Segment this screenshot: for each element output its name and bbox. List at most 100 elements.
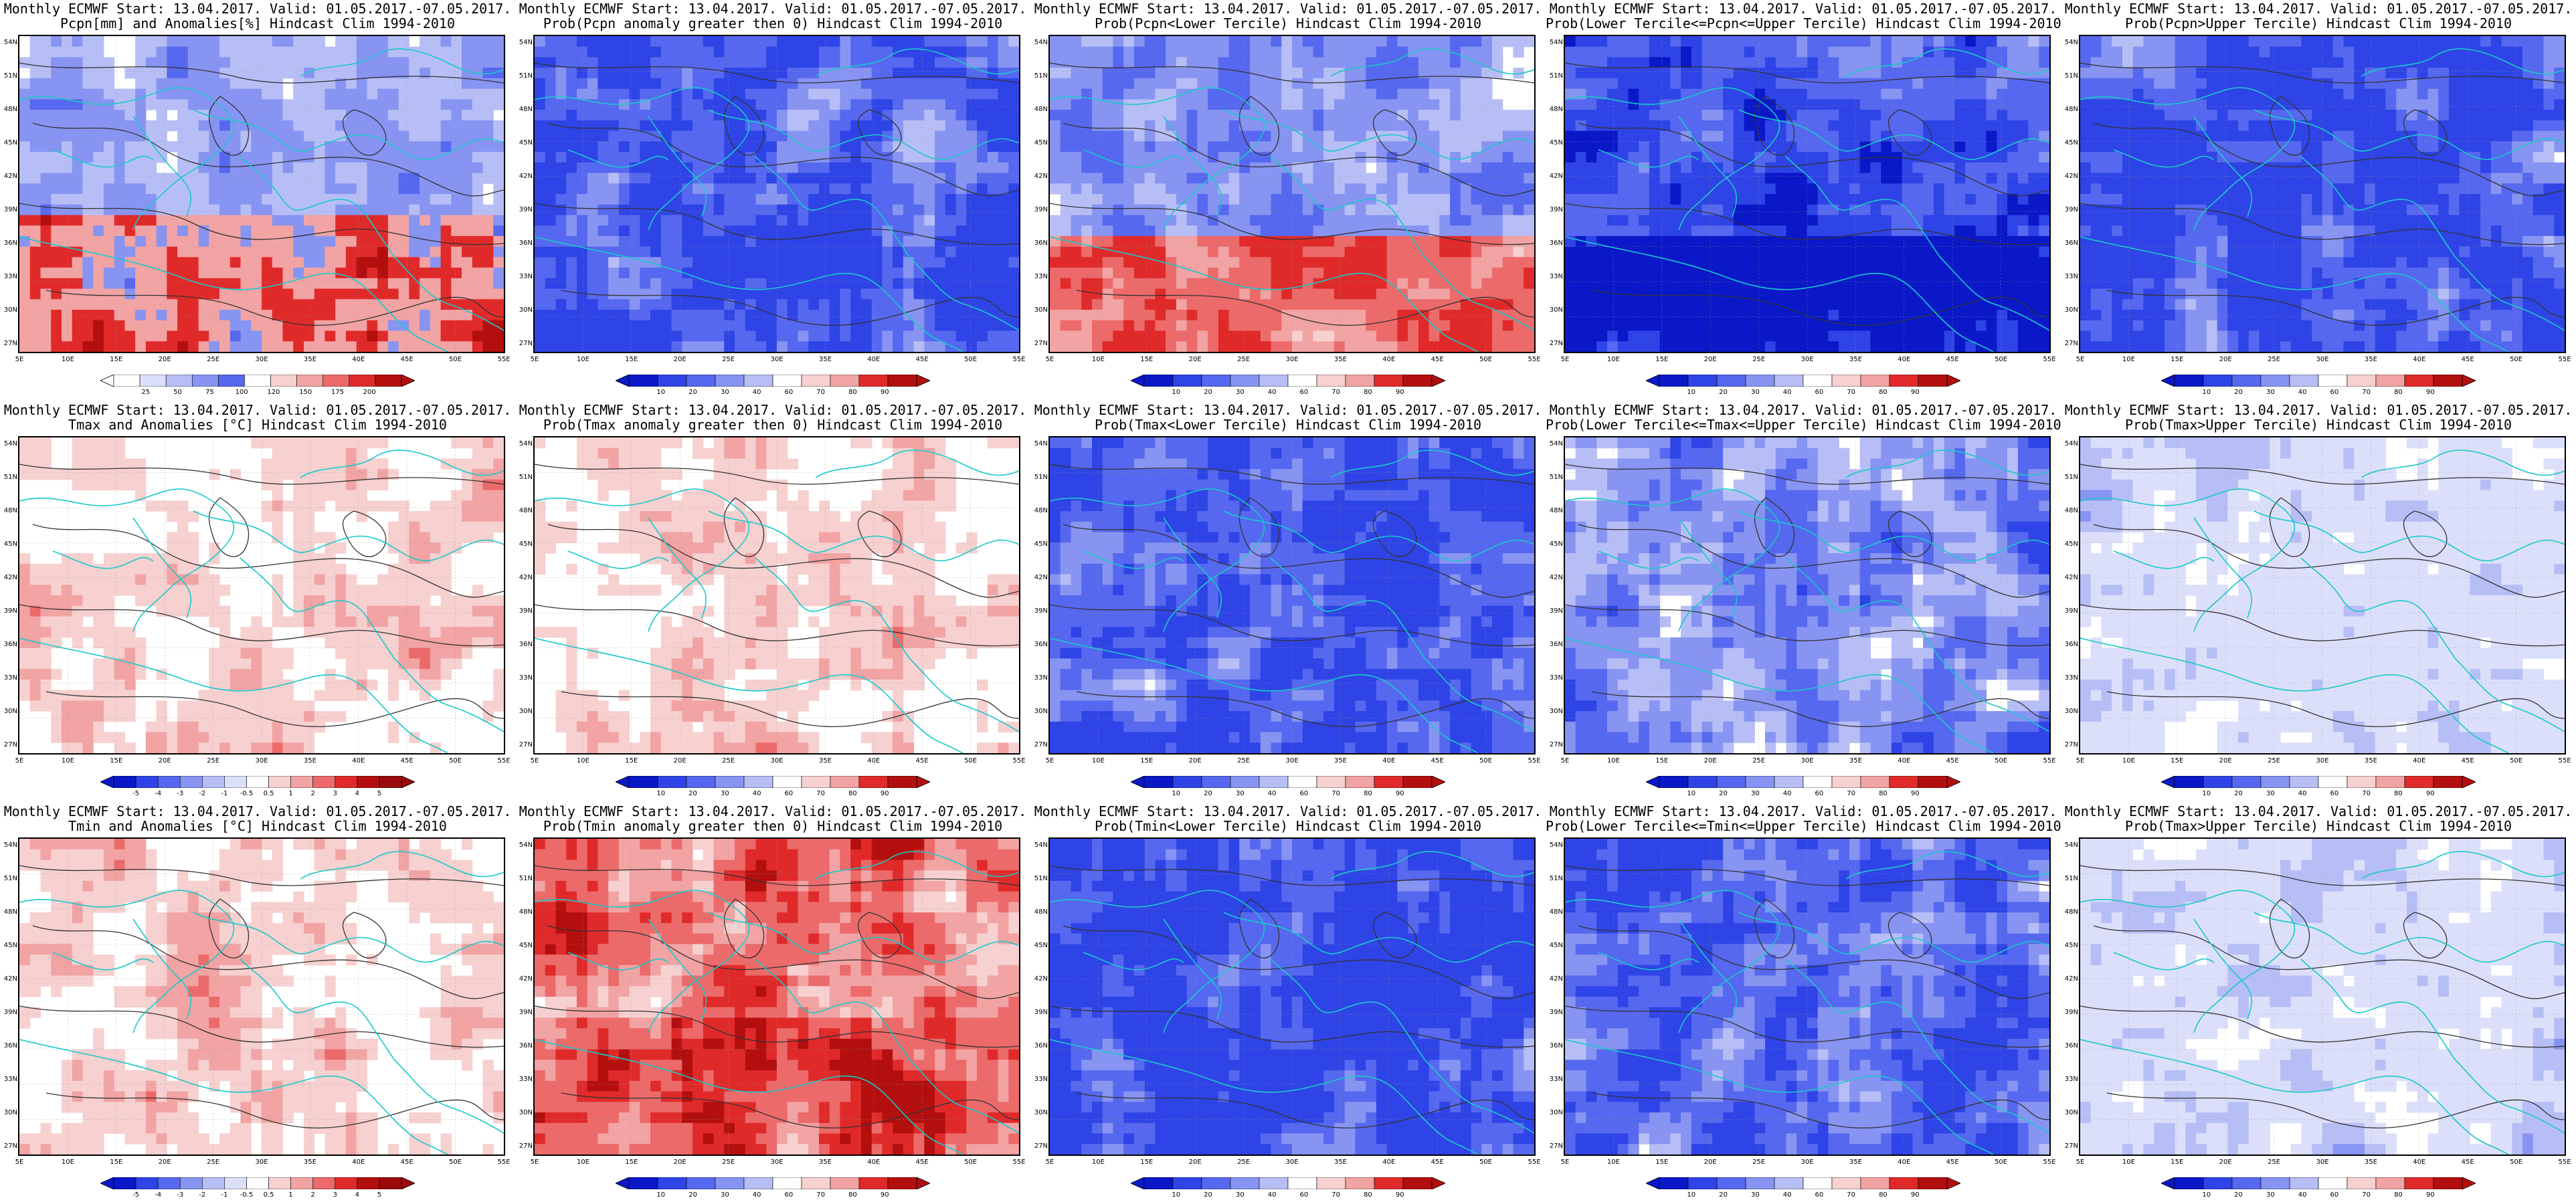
longitude-label: 20E — [1704, 356, 1717, 363]
shaded-field — [1565, 437, 2049, 753]
coastline — [2080, 236, 2509, 352]
latitude-label: 33N — [519, 273, 533, 280]
colorbar-segment — [1287, 1177, 1317, 1189]
colorbar-segment — [246, 776, 269, 788]
latitude-label: 36N — [519, 641, 533, 648]
contour-line — [45, 290, 504, 326]
panel-title-line1: Monthly ECMWF Start: 13.04.2017. Valid: … — [3, 402, 512, 418]
longitude-label: 5E — [530, 356, 539, 363]
longitude-label: 20E — [1188, 757, 1202, 765]
panel-title-line1: Monthly ECMWF Start: 13.04.2017. Valid: … — [519, 402, 1027, 418]
contour-line — [1578, 122, 2049, 197]
longitude-label: 50E — [1479, 356, 1493, 363]
latitude-label: 27N — [1034, 1142, 1048, 1150]
colorbar-tick-label: 80 — [2394, 790, 2403, 797]
colorbar — [1131, 1177, 1445, 1189]
panel-title-line2: Tmax and Anomalies [°C] Hindcast Clim 19… — [68, 417, 447, 433]
longitude-label: 35E — [818, 1159, 832, 1166]
coastline — [52, 149, 154, 168]
longitude-label: 25E — [2268, 1159, 2281, 1166]
longitude-label: 55E — [497, 356, 511, 363]
shaded-field — [535, 36, 1019, 352]
latitude-label: 36N — [1034, 1042, 1048, 1049]
colorbar-segment — [887, 776, 917, 788]
colorbar-labels: 10 20 30 40 60 70 80 90 — [1131, 1191, 1445, 1201]
colorbar-segment — [290, 776, 313, 788]
longitude-label: 15E — [110, 757, 123, 765]
contour-line — [1063, 524, 1534, 598]
colorbar-segment — [657, 776, 687, 788]
longitude-label: 25E — [1752, 1159, 1766, 1166]
colorbar-segment — [2231, 375, 2262, 387]
colorbar-segment — [1316, 375, 1346, 387]
colorbar-max-arrow — [2462, 375, 2476, 387]
colorbar-segment — [801, 776, 831, 788]
forecast-map-panel: Monthly ECMWF Start: 13.04.2017. Valid: … — [0, 401, 515, 803]
latitude-label: 48N — [2064, 908, 2078, 916]
colorbar-tick-label: 70 — [1331, 790, 1341, 797]
colorbar-tick-label: 75 — [205, 389, 214, 396]
longitude-label: 5E — [530, 757, 539, 765]
longitude-label: 25E — [1752, 356, 1766, 363]
longitude-label: 30E — [2316, 356, 2329, 363]
forecast-map-panel: Monthly ECMWF Start: 13.04.2017. Valid: … — [2061, 0, 2576, 401]
contour-line — [535, 203, 1019, 245]
longitude-label: 45E — [915, 1159, 929, 1166]
colorbar-tick-label: 5 — [377, 1191, 382, 1199]
map-area — [533, 436, 1020, 755]
coastline — [1598, 149, 1699, 168]
colorbar-tick-label: 80 — [2394, 1191, 2403, 1199]
coastline — [1424, 256, 1534, 331]
latitude-label: 27N — [2064, 741, 2078, 748]
colorbar-segment — [2318, 1177, 2348, 1189]
latitude-label: 48N — [519, 507, 533, 514]
contour-line — [2106, 290, 2565, 326]
longitude-label: 20E — [673, 1159, 686, 1166]
coastline — [1738, 109, 2049, 161]
colorbar-tick-label: 80 — [1879, 1191, 1888, 1199]
latitude-label: 39N — [519, 206, 533, 213]
latitude-label: 42N — [519, 975, 533, 983]
colorbar-segment — [715, 776, 745, 788]
forecast-map-panel: Monthly ECMWF Start: 13.04.2017. Valid: … — [0, 0, 515, 401]
colorbar-segment — [858, 776, 889, 788]
colorbar-tick-label: 30 — [2266, 1191, 2275, 1199]
colorbar-tick-label: 80 — [1879, 389, 1888, 396]
colorbar-segment — [2174, 375, 2204, 387]
longitude-label: 45E — [2461, 1159, 2474, 1166]
colorbar — [1131, 776, 1445, 788]
coastline — [2253, 510, 2565, 562]
colorbar-segment — [2433, 776, 2463, 788]
latitude-label: 27N — [2064, 1142, 2078, 1150]
colorbar-tick-label: 20 — [2234, 1191, 2243, 1199]
latitude-label: 27N — [519, 1142, 533, 1150]
longitude-label: 10E — [2122, 757, 2135, 765]
contour-line — [1565, 604, 2049, 647]
colorbar-tick-label: 70 — [1847, 389, 1856, 396]
colorbar-segment — [1201, 375, 1231, 387]
longitude-label: 5E — [1560, 356, 1570, 363]
colorbar-tick-label: 80 — [848, 790, 857, 797]
contour-line — [2080, 464, 2565, 485]
contour-line — [2080, 865, 2565, 886]
latitude-label: 39N — [2064, 607, 2078, 615]
latitude-label: 27N — [3, 741, 17, 748]
latitude-label: 42N — [3, 173, 17, 180]
longitude-label: 45E — [400, 356, 413, 363]
colorbar-tick-label: 90 — [1910, 1191, 1920, 1199]
colorbar-segment — [628, 375, 658, 387]
latitude-label: 54N — [519, 841, 533, 849]
map-area — [1564, 436, 2051, 755]
coastline — [2080, 87, 2296, 231]
coastline — [1050, 1039, 1479, 1155]
colorbar-tick-label: -1 — [221, 790, 228, 797]
coastline — [909, 256, 1019, 331]
longitude-label: 45E — [1946, 1159, 1959, 1166]
colorbar-segment — [2260, 776, 2290, 788]
colorbar-segment — [1230, 1177, 1260, 1189]
longitude-label: 50E — [1995, 356, 2008, 363]
longitude-label: 10E — [576, 1159, 589, 1166]
colorbar-segment — [2318, 375, 2348, 387]
colorbar-tick-label: 10 — [2202, 389, 2211, 396]
latitude-label: 36N — [2064, 1042, 2078, 1049]
